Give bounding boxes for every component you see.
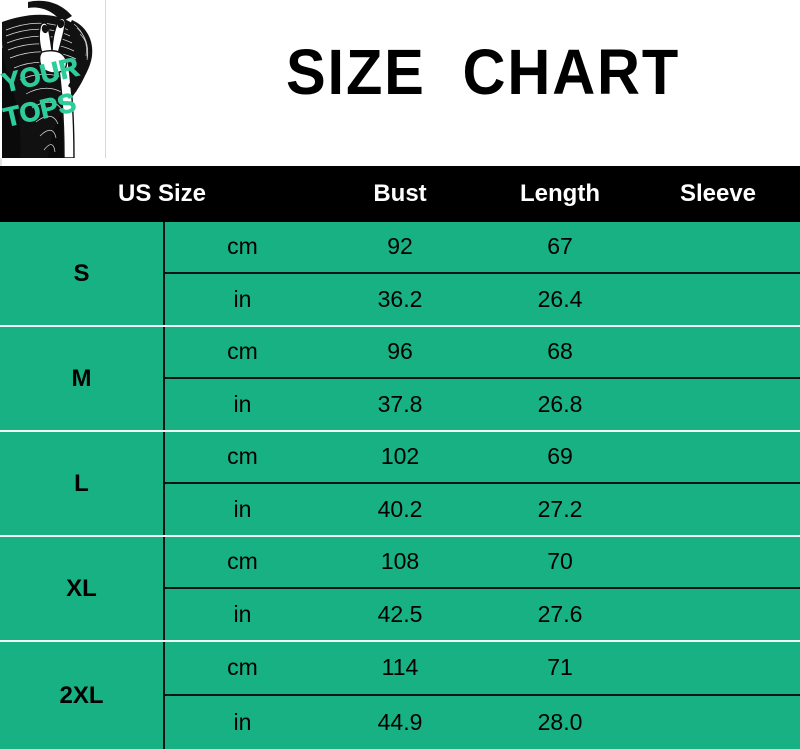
cell-length: 27.2 xyxy=(537,495,583,522)
unit-row-cm: cm 114 71 xyxy=(165,642,800,696)
column-header-bust: Bust xyxy=(373,180,427,207)
cell-length: 71 xyxy=(547,654,573,681)
unit-rows: cm 114 71 in 44.9 28.0 xyxy=(165,642,800,749)
cell-unit: in xyxy=(233,390,252,417)
cell-length: 69 xyxy=(547,443,573,470)
cell-length: 26.4 xyxy=(537,285,583,312)
table-row: XL cm 108 70 in 42.5 27.6 xyxy=(0,537,800,642)
unit-row-in: in 44.9 28.0 xyxy=(165,696,800,749)
cell-bust: 114 xyxy=(381,654,419,681)
unit-rows: cm 96 68 in 37.8 26.8 xyxy=(165,327,800,430)
cell-sleeve xyxy=(648,222,788,272)
logo-divider xyxy=(105,0,106,158)
cell-bust: 40.2 xyxy=(377,495,423,522)
column-divider xyxy=(163,327,165,430)
cell-sleeve xyxy=(648,274,788,326)
column-header-length: Length xyxy=(520,180,600,207)
size-chart-table: US Size Bust Length Sleeve S cm 92 67 xyxy=(0,166,800,749)
cell-length: 67 xyxy=(547,233,573,260)
cell-bust: 92 xyxy=(387,233,413,260)
cell-sleeve xyxy=(648,432,788,482)
cell-bust: 96 xyxy=(387,338,413,365)
unit-row-cm: cm 92 67 xyxy=(165,222,800,274)
table-row: 2XL cm 114 71 in 44.9 28.0 xyxy=(0,642,800,749)
unit-row-in: in 36.2 26.4 xyxy=(165,274,800,326)
size-label: XL xyxy=(66,574,97,602)
unit-row-in: in 42.5 27.6 xyxy=(165,589,800,641)
page-title: SIZE CHART xyxy=(286,36,681,108)
cell-unit: in xyxy=(233,708,252,735)
cell-unit: in xyxy=(233,495,252,522)
table-row: M cm 96 68 in 37.8 26.8 xyxy=(0,327,800,432)
cell-bust: 37.8 xyxy=(377,390,423,417)
cell-sleeve xyxy=(648,379,788,431)
cell-length: 68 xyxy=(547,338,573,365)
unit-rows: cm 102 69 in 40.2 27.2 xyxy=(165,432,800,535)
column-divider xyxy=(163,432,165,535)
cell-unit: cm xyxy=(227,654,258,681)
cell-unit: cm xyxy=(227,443,258,470)
chart-banner: YOUR TOPS SIZE CHART xyxy=(0,0,800,166)
cell-bust: 44.9 xyxy=(377,708,423,735)
cell-sleeve xyxy=(648,537,788,587)
size-label: 2XL xyxy=(59,681,104,709)
cell-length: 28.0 xyxy=(537,708,583,735)
cell-unit: cm xyxy=(227,338,258,365)
size-label: S xyxy=(73,259,90,287)
unit-rows: cm 92 67 in 36.2 26.4 xyxy=(165,222,800,325)
unit-row-cm: cm 96 68 xyxy=(165,327,800,379)
unit-row-cm: cm 108 70 xyxy=(165,537,800,589)
unit-row-cm: cm 102 69 xyxy=(165,432,800,484)
column-header-us-size: US Size xyxy=(117,180,207,207)
unit-rows: cm 108 70 in 42.5 27.6 xyxy=(165,537,800,640)
your-tops-logo: YOUR TOPS xyxy=(0,0,106,158)
cell-sleeve xyxy=(648,327,788,377)
cell-sleeve xyxy=(648,484,788,536)
cell-bust: 108 xyxy=(380,548,420,575)
cell-unit: in xyxy=(233,285,252,312)
table-header-row: US Size Bust Length Sleeve xyxy=(0,166,800,222)
table-body: S cm 92 67 in 36.2 26.4 xyxy=(0,222,800,749)
logo-illustration: YOUR TOPS xyxy=(0,0,106,158)
cell-bust: 36.2 xyxy=(377,285,423,312)
cell-unit: cm xyxy=(227,548,258,575)
cell-sleeve xyxy=(648,642,788,694)
table-row: S cm 92 67 in 36.2 26.4 xyxy=(0,222,800,327)
cell-bust: 102 xyxy=(380,443,420,470)
cell-sleeve xyxy=(648,589,788,641)
cell-unit: in xyxy=(233,600,252,627)
cell-unit: cm xyxy=(227,233,258,260)
table-row: L cm 102 69 in 40.2 27.2 xyxy=(0,432,800,537)
size-label: M xyxy=(71,364,92,392)
size-label: L xyxy=(74,469,89,497)
column-divider xyxy=(163,642,165,749)
column-divider xyxy=(163,537,165,640)
unit-row-in: in 37.8 26.8 xyxy=(165,379,800,431)
cell-length: 70 xyxy=(547,548,573,575)
cell-bust: 42.5 xyxy=(377,600,423,627)
column-header-sleeve: Sleeve xyxy=(679,180,757,207)
cell-length: 26.8 xyxy=(537,390,583,417)
cell-length: 27.6 xyxy=(537,600,583,627)
column-divider xyxy=(163,222,165,325)
unit-row-in: in 40.2 27.2 xyxy=(165,484,800,536)
cell-sleeve xyxy=(648,696,788,749)
